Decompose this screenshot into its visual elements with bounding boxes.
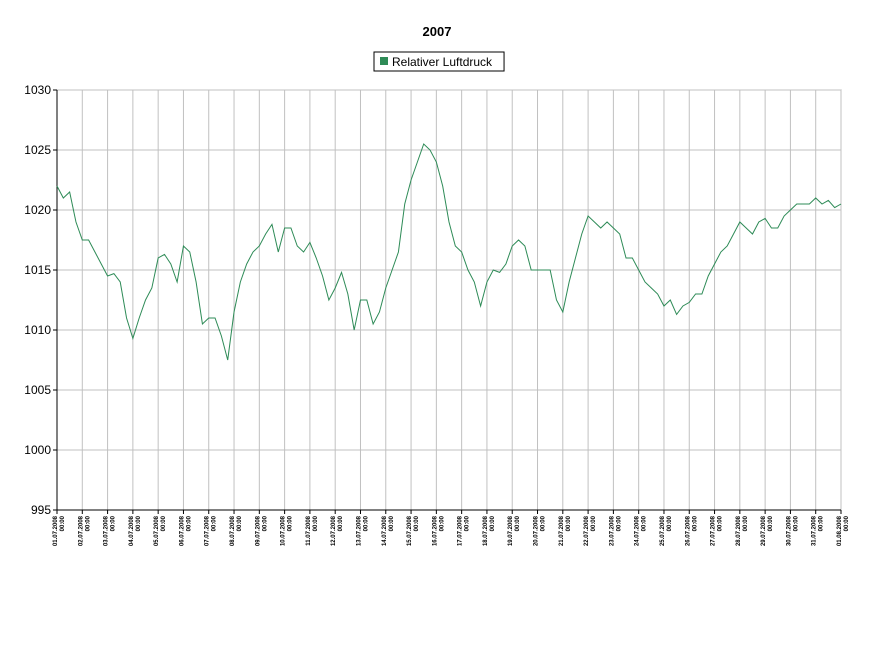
y-tick-label: 995 (31, 503, 51, 517)
x-tick-label: 26.07.200800:00 (685, 515, 698, 546)
x-tick-label: 01.07.200800:00 (53, 515, 66, 546)
legend-swatch (380, 57, 388, 65)
y-tick-label: 1010 (24, 323, 51, 337)
y-tick-label: 1025 (24, 143, 51, 157)
x-tick-label: 09.07.200800:00 (255, 515, 268, 546)
y-tick-label: 1020 (24, 203, 51, 217)
x-tick-label: 22.07.200800:00 (584, 515, 597, 546)
x-tick-label: 31.07.200800:00 (812, 515, 825, 546)
x-tick-label: 01.08.200800:00 (837, 515, 850, 546)
legend-label: Relativer Luftdruck (392, 55, 493, 69)
y-tick-label: 1005 (24, 383, 51, 397)
x-tick-label: 03.07.200800:00 (104, 515, 117, 546)
legend-box (373, 51, 505, 72)
x-tick-label: 07.07.200800:00 (205, 515, 218, 546)
x-tick-label: 06.07.200800:00 (179, 515, 192, 546)
x-tick-label: 08.07.200800:00 (230, 515, 243, 546)
x-tick-label: 17.07.200800:00 (458, 515, 471, 546)
plot-area (56, 89, 842, 511)
y-tick-label: 1030 (24, 83, 51, 97)
x-tick-label: 12.07.200800:00 (331, 515, 344, 546)
x-tick-label: 20.07.200800:00 (534, 515, 547, 546)
x-tick-label: 05.07.200800:00 (154, 515, 167, 546)
x-tick-label: 13.07.200800:00 (356, 515, 369, 546)
x-tick-label: 19.07.200800:00 (508, 515, 521, 546)
x-tick-label: 02.07.200800:00 (78, 515, 91, 546)
x-tick-label: 18.07.200800:00 (483, 515, 496, 546)
x-tick-label: 23.07.200800:00 (609, 515, 622, 546)
x-tick-label: 24.07.200800:00 (635, 515, 648, 546)
x-tick-label: 29.07.200800:00 (761, 515, 774, 546)
x-tick-label: 28.07.200800:00 (736, 515, 749, 546)
x-tick-label: 27.07.200800:00 (711, 515, 724, 546)
x-tick-label: 14.07.200800:00 (382, 515, 395, 546)
x-tick-label: 04.07.200800:00 (129, 515, 142, 546)
x-tick-label: 16.07.200800:00 (432, 515, 445, 546)
x-tick-label: 30.07.200800:00 (786, 515, 799, 546)
y-tick-label: 1000 (24, 443, 51, 457)
legend: Relativer Luftdruck (373, 51, 505, 72)
chart-title: 2007 (423, 24, 452, 39)
x-tick-label: 21.07.200800:00 (559, 515, 572, 546)
x-tick-label: 15.07.200800:00 (407, 515, 420, 546)
x-tick-label: 11.07.200800:00 (306, 515, 319, 545)
y-tick-label: 1015 (24, 263, 51, 277)
x-tick-label: 10.07.200800:00 (281, 515, 294, 546)
line (56, 143, 842, 361)
x-tick-label: 25.07.200800:00 (660, 515, 673, 546)
